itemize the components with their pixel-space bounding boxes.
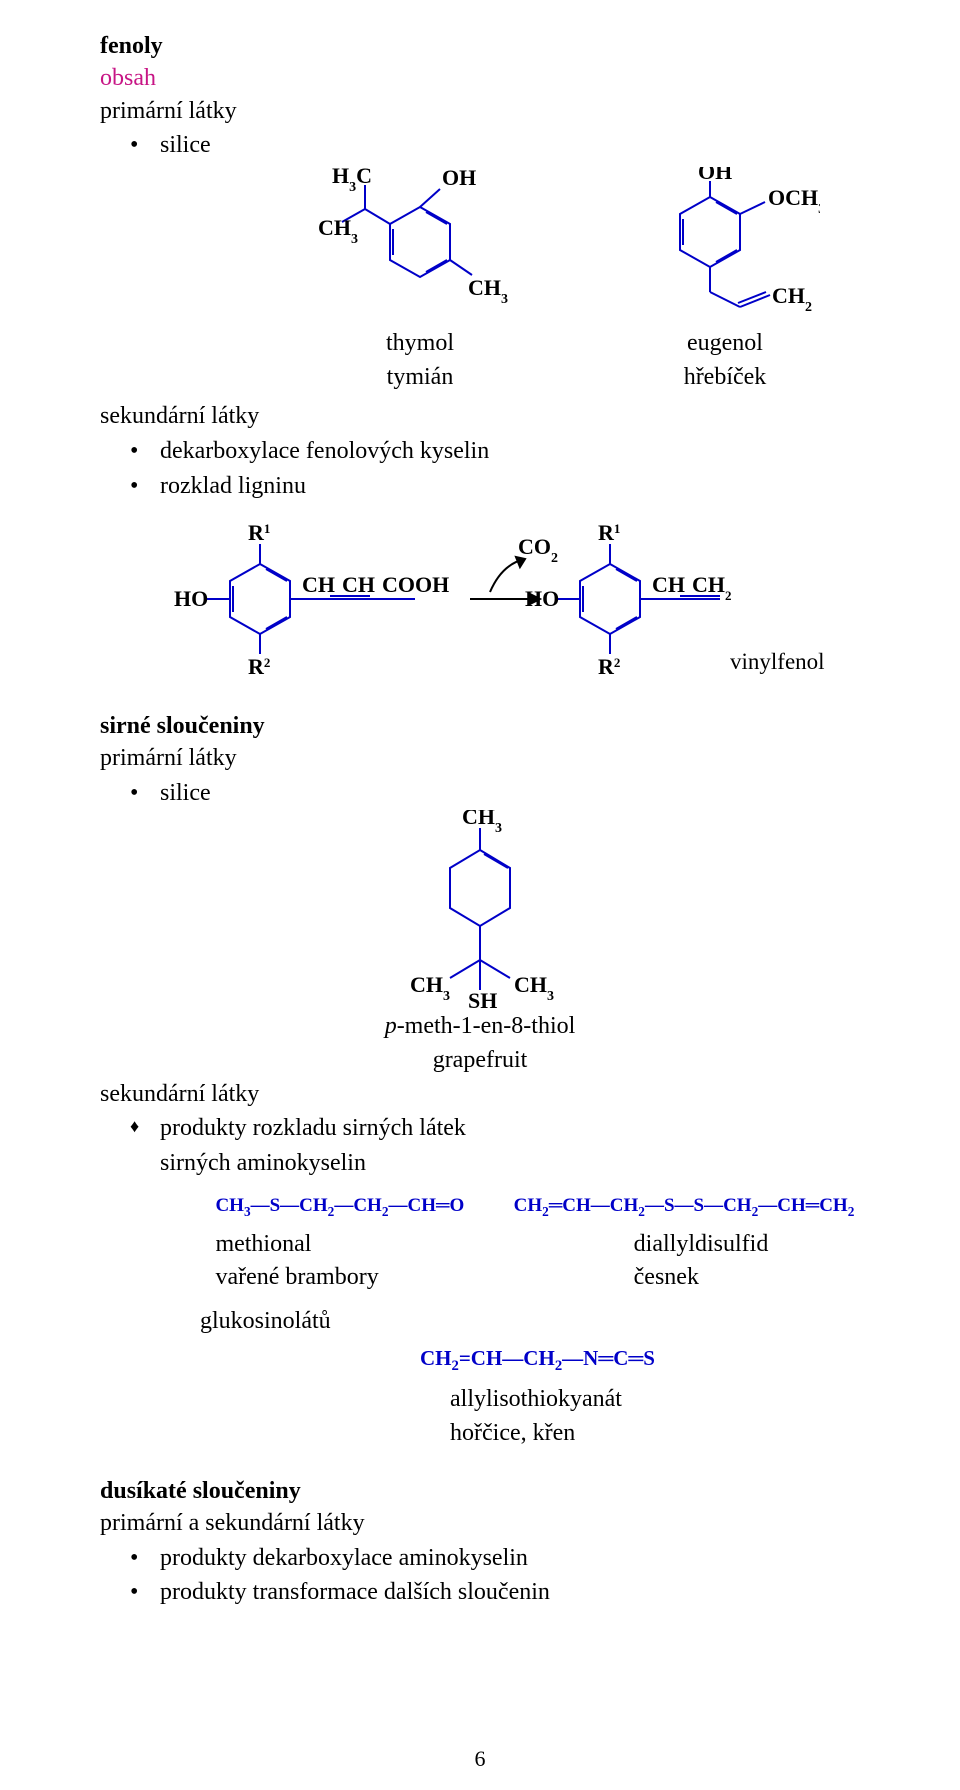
bullet-sirnych: produkty rozkladu sirných látek sirných … bbox=[100, 1111, 860, 1181]
pmeth-sub: grapefruit bbox=[320, 1044, 640, 1078]
thymol-sub: tymián bbox=[387, 364, 454, 390]
diallyl-block: CH2═CH—CH2—S—S—CH2—CH═CH2 diallyldisulfi… bbox=[514, 1195, 860, 1295]
primary-label-2: primární látky bbox=[100, 742, 860, 776]
eugenol-structure: OH OCH3 CH2 eugenol hřebíček bbox=[610, 167, 840, 394]
bullet-transformace: produkty transformace dalších sloučenin bbox=[100, 1575, 860, 1610]
diallyl-name: diallyldisulfid bbox=[634, 1231, 769, 1257]
methional-sub: vařené brambory bbox=[215, 1264, 378, 1290]
heading-sirne: sirné sloučeniny bbox=[100, 710, 860, 742]
svg-text:HO: HO bbox=[525, 586, 559, 611]
svg-text:R1: R1 bbox=[598, 520, 620, 545]
pmeth-structure: CH3 CH3 CH3 SH p-meth-1-en-8-thiol grape… bbox=[320, 810, 640, 1077]
allyl-block: CH2=CH—CH2—N═C═S allylisothiokyanát hořč… bbox=[420, 1346, 860, 1450]
svg-text:CH3: CH3 bbox=[318, 215, 358, 247]
eugenol-name: eugenol bbox=[687, 330, 763, 356]
primary-label-1: primární látky bbox=[100, 95, 860, 129]
svg-text:SH: SH bbox=[468, 988, 497, 1010]
vinylfenol-scheme: R1 HO R2 CH CH COOH CO2 R1 HO R2 CH CH2 … bbox=[170, 514, 860, 684]
svg-text:R2: R2 bbox=[598, 654, 620, 679]
svg-text:CH2: CH2 bbox=[772, 283, 812, 315]
svg-text:COOH: COOH bbox=[382, 572, 449, 597]
pmeth-p: p bbox=[385, 1013, 397, 1039]
svg-text:OH: OH bbox=[442, 167, 476, 190]
pmeth-name: -meth-1-en-8-thiol bbox=[397, 1013, 576, 1039]
bullet-dekarboxylace-amino: produkty dekarboxylace aminokyselin bbox=[100, 1541, 860, 1576]
svg-text:HO: HO bbox=[174, 586, 208, 611]
bullet-silice-1: silice bbox=[100, 128, 860, 163]
thymol-structure: H3C CH3 OH CH3 thymol tymián bbox=[300, 167, 540, 394]
methional-name: methional bbox=[215, 1231, 311, 1257]
svg-text:CH3: CH3 bbox=[468, 275, 508, 307]
secondary-label-1: sekundární látky bbox=[100, 400, 860, 434]
sirnych-line2: sirných aminokyselin bbox=[160, 1150, 366, 1176]
page-number: 6 bbox=[475, 1746, 486, 1772]
svg-text:OH: OH bbox=[698, 167, 732, 184]
sirnych-line1: produkty rozkladu sirných látek bbox=[160, 1115, 466, 1141]
svg-text:CH3: CH3 bbox=[462, 810, 502, 836]
heading-dusikate: dusíkaté sloučeniny bbox=[100, 1475, 860, 1507]
heading-fenoly: fenoly bbox=[100, 30, 860, 62]
allyl-name: allylisothiokyanát bbox=[450, 1386, 622, 1412]
svg-text:CH3: CH3 bbox=[410, 972, 450, 1004]
bullet-dekarboxylace: dekarboxylace fenolových kyselin bbox=[100, 434, 860, 469]
svg-text:R2: R2 bbox=[248, 654, 270, 679]
glukosinolatu-label: glukosinolátů bbox=[200, 1305, 860, 1339]
allyl-sub: hořčice, křen bbox=[450, 1420, 575, 1446]
svg-text:H3C: H3C bbox=[332, 167, 372, 195]
obsah-link: obsah bbox=[100, 62, 860, 94]
svg-text:CH: CH bbox=[302, 572, 335, 597]
svg-text:CH: CH bbox=[652, 572, 685, 597]
svg-text:CH2: CH2 bbox=[692, 572, 732, 603]
svg-text:OCH3: OCH3 bbox=[768, 185, 820, 217]
svg-text:R1: R1 bbox=[248, 520, 270, 545]
thymol-name: thymol bbox=[386, 330, 454, 356]
bullet-silice-2: silice bbox=[100, 776, 860, 811]
secondary-label-2: sekundární látky bbox=[100, 1078, 860, 1112]
eugenol-sub: hřebíček bbox=[684, 364, 767, 390]
bullet-rozklad-ligninu: rozklad ligninu bbox=[100, 469, 860, 504]
prim-sec-label: primární a sekundární látky bbox=[100, 1507, 860, 1541]
svg-text:CH3: CH3 bbox=[514, 972, 554, 1004]
svg-text:vinylfenol: vinylfenol bbox=[730, 649, 825, 674]
diallyl-sub: česnek bbox=[634, 1264, 699, 1290]
methional-block: CH3—S—CH2—CH2—CH═O methional vařené bram… bbox=[215, 1195, 484, 1295]
svg-text:CH: CH bbox=[342, 572, 375, 597]
